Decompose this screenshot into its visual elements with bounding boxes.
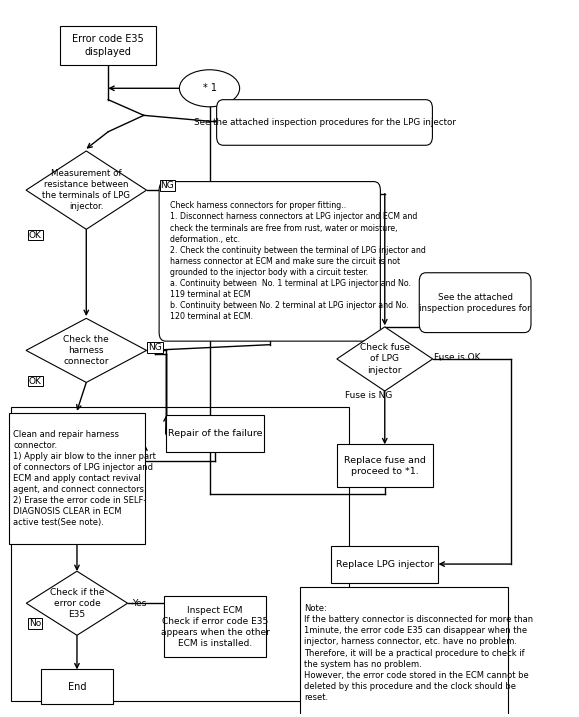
Text: OK: OK xyxy=(29,230,42,239)
Ellipse shape xyxy=(179,70,240,107)
Polygon shape xyxy=(337,327,433,391)
Text: Replace LPG injector: Replace LPG injector xyxy=(336,559,434,569)
Text: See the attached inspection procedures for the LPG injector: See the attached inspection procedures f… xyxy=(193,118,456,127)
Text: Note:
If the battery connector is disconnected for more than
1minute, the error : Note: If the battery connector is discon… xyxy=(304,604,533,702)
FancyBboxPatch shape xyxy=(159,181,380,341)
Text: Check harness connectors for proper fitting..
1. Disconnect harness connectors a: Check harness connectors for proper fitt… xyxy=(170,201,426,321)
Text: See the attached
inspection procedures for: See the attached inspection procedures f… xyxy=(419,293,531,313)
FancyBboxPatch shape xyxy=(60,26,156,65)
FancyBboxPatch shape xyxy=(164,597,266,657)
FancyBboxPatch shape xyxy=(217,100,433,146)
Text: NG: NG xyxy=(160,181,174,190)
FancyBboxPatch shape xyxy=(337,445,433,487)
Text: Repair of the failure: Repair of the failure xyxy=(168,429,262,438)
Text: Measurement of
resistance between
the terminals of LPG
injector.: Measurement of resistance between the te… xyxy=(42,169,130,212)
Text: Clean and repair harness
connector.
1) Apply air blow to the inner part
of conne: Clean and repair harness connector. 1) A… xyxy=(13,429,156,528)
Polygon shape xyxy=(26,151,146,229)
Text: End: End xyxy=(68,682,86,692)
FancyBboxPatch shape xyxy=(166,415,264,452)
FancyBboxPatch shape xyxy=(41,670,112,703)
Text: Yes: Yes xyxy=(132,599,146,608)
Text: Error code E35
displayed: Error code E35 displayed xyxy=(72,34,144,57)
Text: No: No xyxy=(29,619,42,627)
Text: Check the
harness
connector: Check the harness connector xyxy=(64,335,109,366)
Text: * 1: * 1 xyxy=(203,83,217,93)
FancyBboxPatch shape xyxy=(300,587,508,717)
Text: Fuse is OK: Fuse is OK xyxy=(434,353,481,362)
FancyBboxPatch shape xyxy=(9,413,145,544)
Text: Fuse is NG: Fuse is NG xyxy=(345,391,393,400)
Text: Inspect ECM
Check if error code E35
appears when the other
ECM is installed.: Inspect ECM Check if error code E35 appe… xyxy=(160,606,269,648)
Text: Check if the
error code
E35: Check if the error code E35 xyxy=(50,588,104,619)
Polygon shape xyxy=(26,571,127,635)
Polygon shape xyxy=(26,318,146,382)
Text: NG: NG xyxy=(148,343,162,352)
Text: Replace fuse and
proceed to *1.: Replace fuse and proceed to *1. xyxy=(344,456,426,476)
Text: Check fuse
of LPG
injector: Check fuse of LPG injector xyxy=(360,343,410,374)
FancyBboxPatch shape xyxy=(419,272,531,333)
Text: OK: OK xyxy=(29,376,42,386)
FancyBboxPatch shape xyxy=(331,546,438,583)
